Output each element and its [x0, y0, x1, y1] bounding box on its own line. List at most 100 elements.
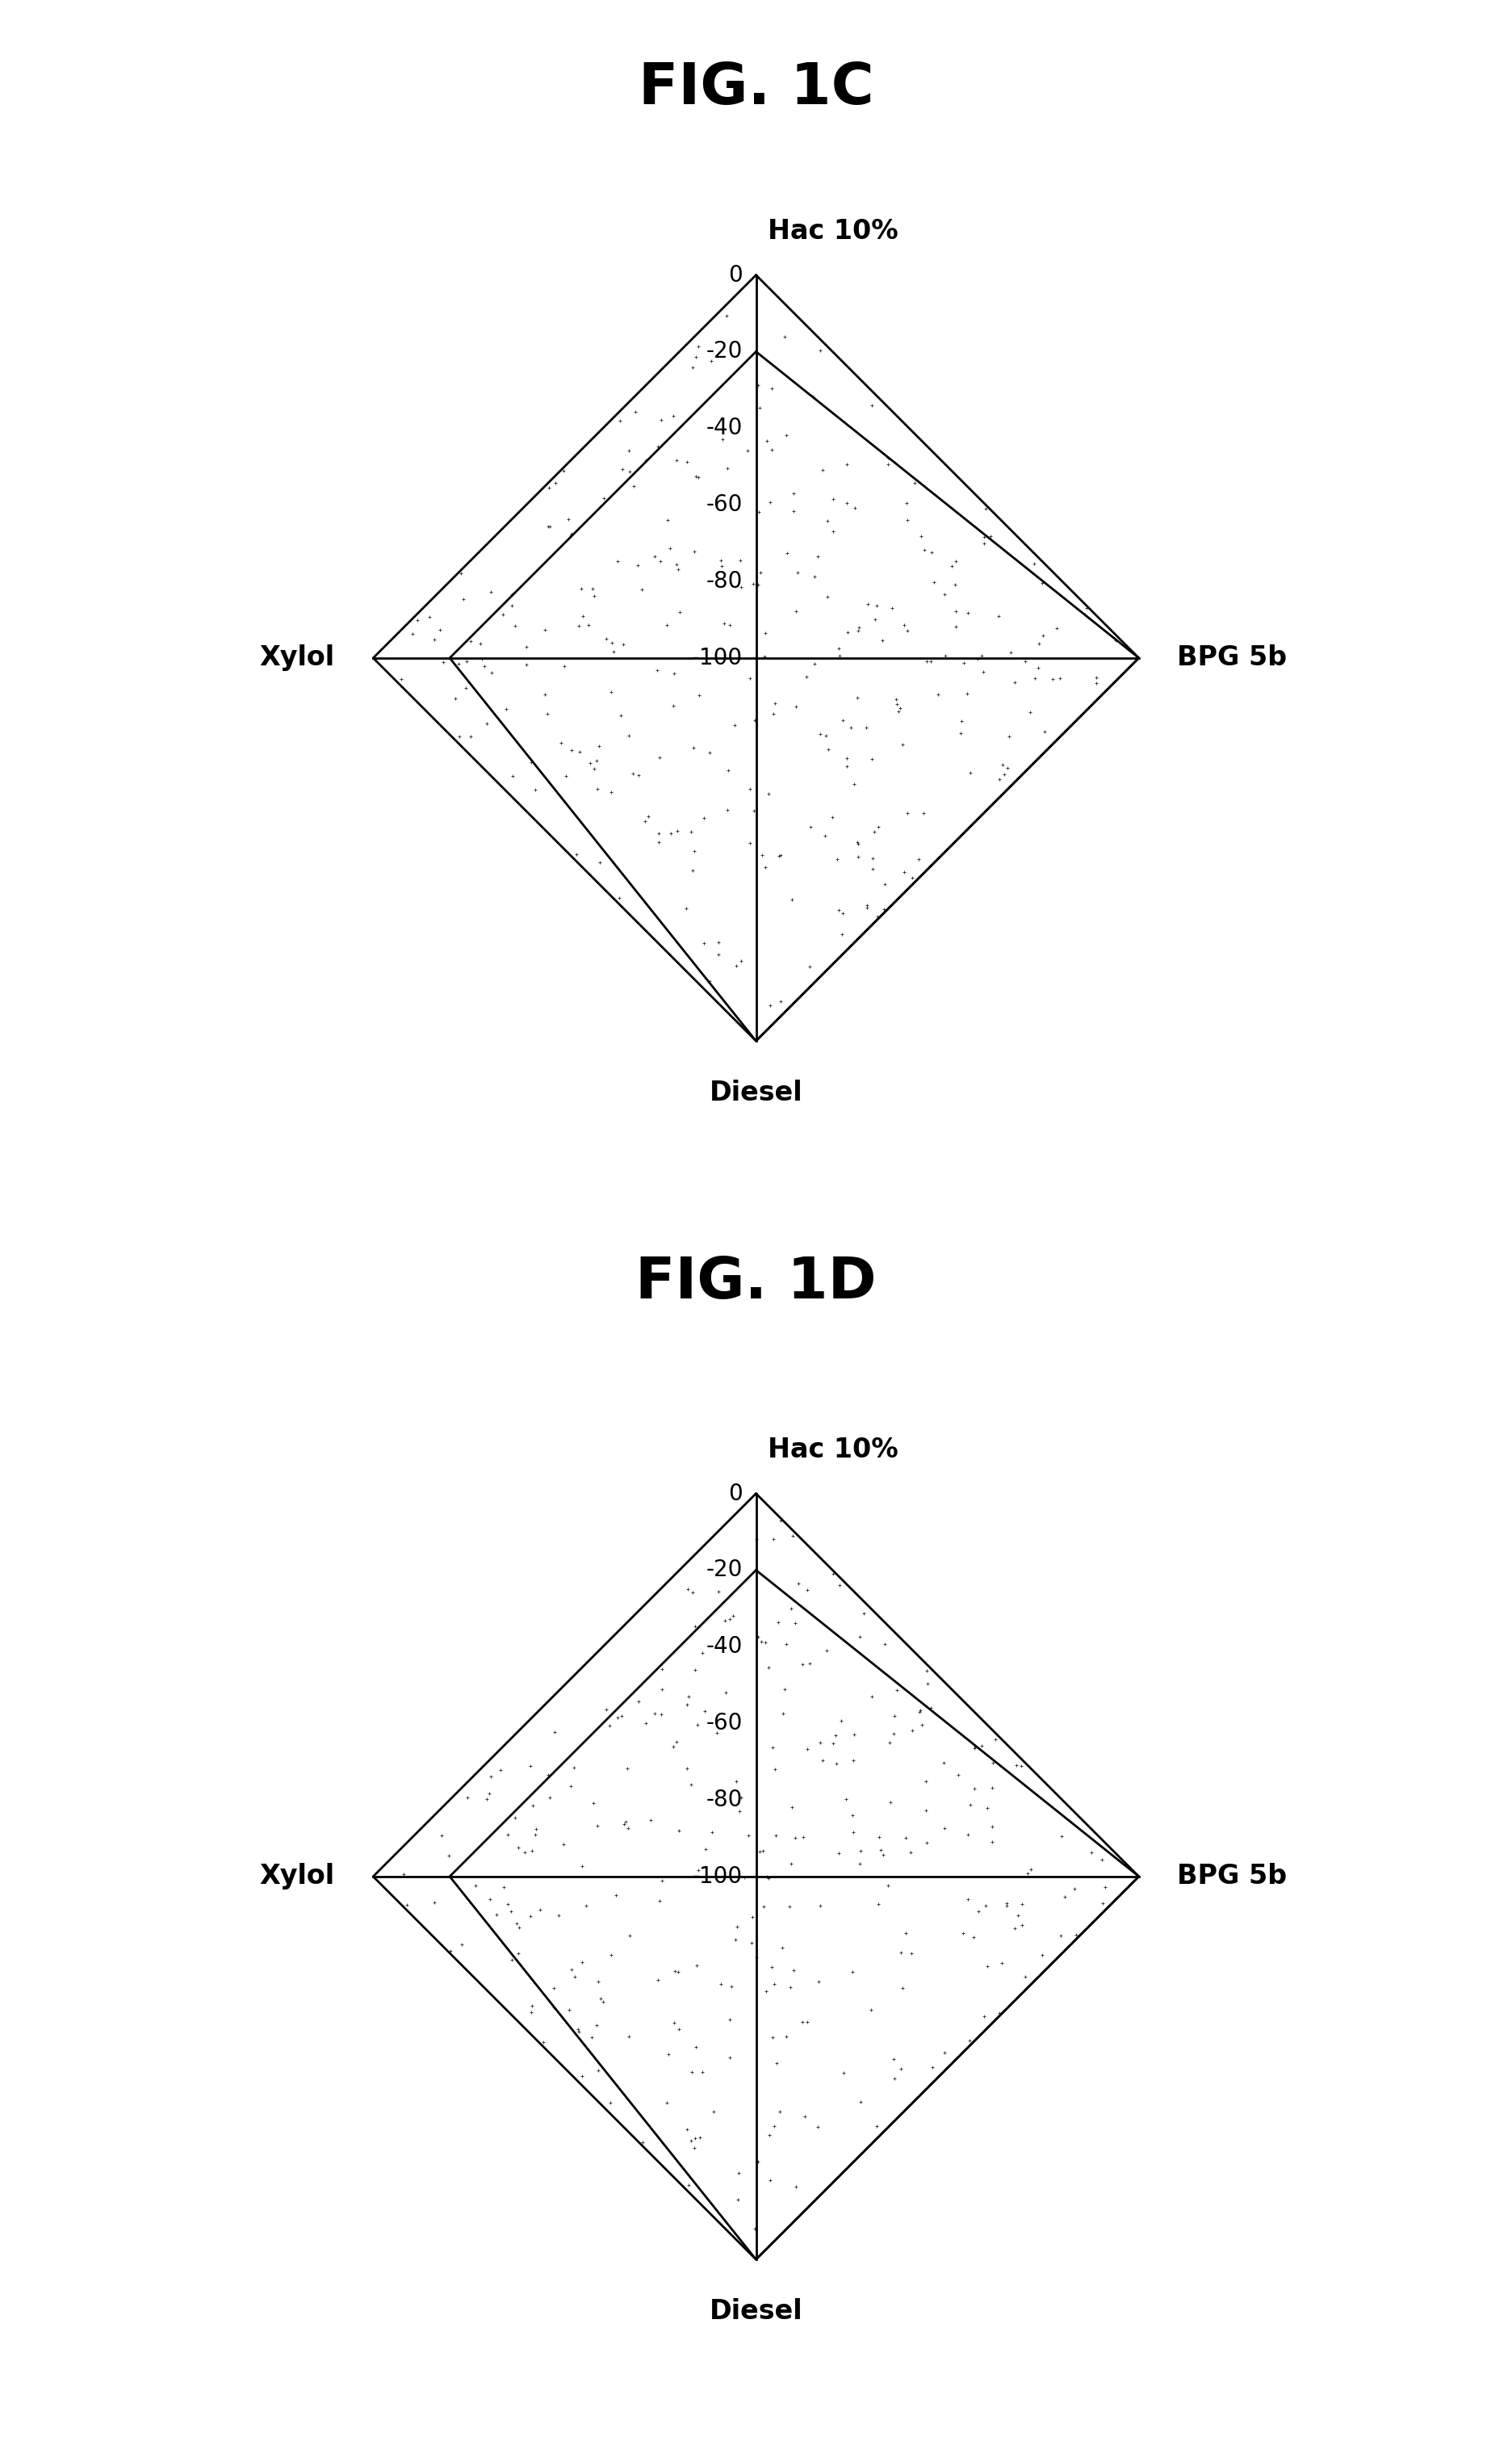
Point — [761, 2018, 785, 2057]
Point — [762, 685, 786, 724]
Point — [835, 738, 859, 777]
Point — [643, 536, 667, 575]
Point — [810, 451, 835, 490]
Point — [860, 851, 885, 890]
Point — [821, 480, 845, 519]
Point — [585, 1806, 609, 1845]
Point — [507, 1935, 531, 1974]
Point — [431, 643, 455, 682]
Point — [679, 1764, 703, 1803]
Point — [868, 1830, 892, 1869]
Point — [683, 339, 708, 378]
Point — [1033, 712, 1057, 751]
Point — [718, 607, 742, 646]
Point — [685, 1947, 709, 1986]
Point — [931, 1742, 956, 1781]
Point — [667, 1811, 691, 1850]
Point — [1049, 1818, 1074, 1857]
Point — [871, 621, 895, 660]
Point — [738, 824, 762, 863]
Point — [885, 1672, 909, 1711]
Point — [455, 643, 479, 682]
Point — [951, 1913, 975, 1952]
Point — [913, 1762, 937, 1801]
Point — [866, 1884, 891, 1923]
Point — [791, 1645, 815, 1684]
Point — [543, 1713, 567, 1752]
Point — [585, 741, 609, 780]
Point — [1004, 1745, 1028, 1784]
Point — [547, 1896, 572, 1935]
Point — [535, 695, 559, 734]
Point — [709, 1964, 733, 2003]
Point — [428, 609, 452, 648]
Point — [1072, 595, 1096, 634]
Point — [972, 524, 996, 563]
Point — [921, 2047, 945, 2086]
Point — [608, 402, 632, 441]
Point — [514, 629, 538, 668]
Point — [717, 751, 741, 790]
Point — [479, 653, 503, 692]
Point — [965, 638, 989, 677]
Point — [674, 1750, 699, 1789]
Point — [807, 714, 832, 753]
Point — [558, 1767, 582, 1806]
Point — [656, 2035, 680, 2074]
Point — [745, 1618, 770, 1657]
Point — [679, 812, 703, 851]
Point — [1075, 590, 1099, 629]
Point — [974, 1886, 998, 1925]
Point — [541, 1989, 565, 2028]
Point — [1019, 692, 1043, 731]
Point — [582, 575, 606, 614]
Point — [886, 692, 910, 731]
Point — [646, 1962, 670, 2001]
Point — [780, 1516, 804, 1555]
Point — [500, 758, 525, 797]
Point — [683, 2120, 708, 2159]
Point — [697, 960, 721, 999]
Point — [682, 531, 706, 570]
Point — [572, 597, 596, 636]
Point — [783, 1604, 807, 1643]
Point — [889, 2050, 913, 2089]
Point — [422, 619, 446, 658]
Point — [650, 1650, 674, 1689]
Point — [507, 1828, 531, 1867]
Point — [987, 760, 1012, 799]
Point — [463, 1867, 487, 1906]
Point — [405, 600, 429, 638]
Point — [609, 1696, 634, 1735]
Point — [875, 446, 900, 485]
Point — [756, 775, 780, 814]
Text: -40: -40 — [706, 1635, 742, 1657]
Point — [576, 607, 600, 646]
Text: -20: -20 — [706, 1560, 742, 1582]
Point — [662, 653, 686, 692]
Point — [1084, 663, 1108, 702]
Point — [659, 814, 683, 853]
Point — [950, 702, 974, 741]
Point — [732, 1857, 756, 1896]
Point — [523, 1816, 547, 1855]
Point — [1045, 609, 1069, 648]
Point — [939, 546, 963, 585]
Point — [1013, 1957, 1037, 1996]
Point — [748, 387, 773, 426]
Point — [786, 553, 810, 592]
Point — [794, 2096, 818, 2135]
Point — [570, 570, 594, 609]
Point — [956, 675, 980, 714]
Point — [1030, 563, 1054, 602]
Point — [956, 595, 980, 634]
Point — [826, 892, 850, 931]
Point — [655, 502, 679, 541]
Point — [520, 1786, 544, 1825]
Point — [741, 1896, 765, 1935]
Point — [1080, 1833, 1104, 1872]
Point — [553, 755, 578, 794]
Point — [594, 619, 618, 658]
Point — [692, 799, 717, 838]
Point — [470, 638, 494, 677]
